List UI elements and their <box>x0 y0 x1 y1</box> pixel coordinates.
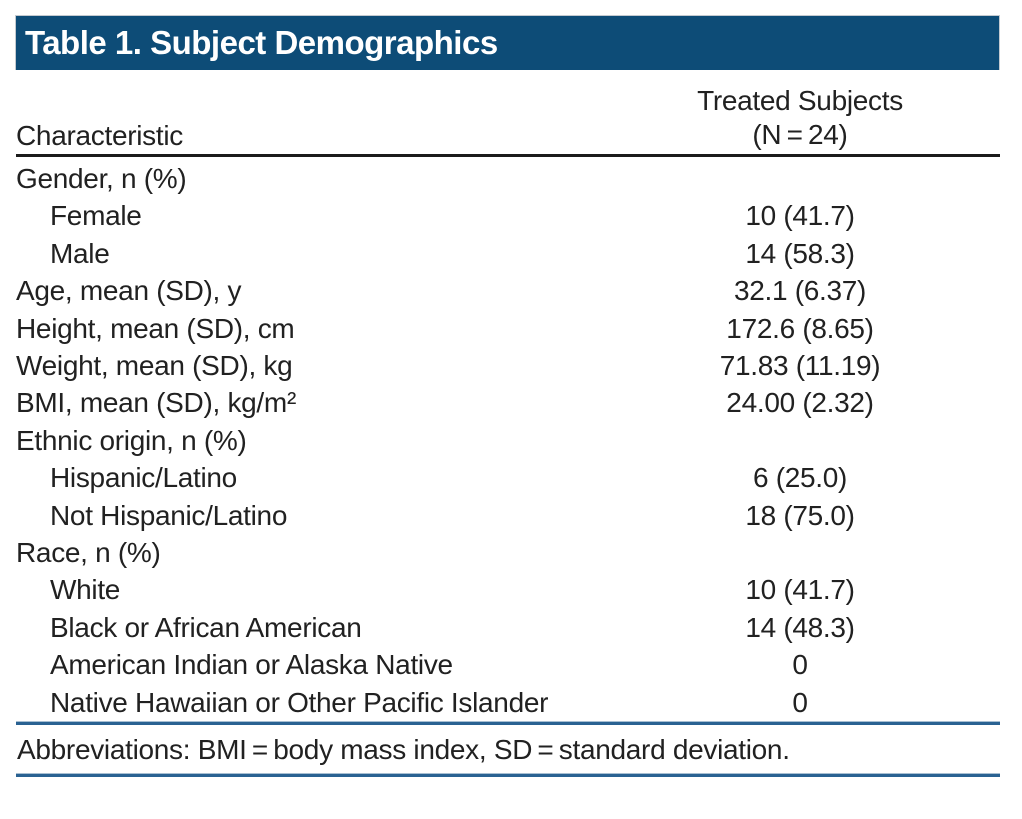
table-row: Age, mean (SD), y 32.1 (6.37) <box>16 272 1000 309</box>
row-value: 14 (58.3) <box>745 237 855 269</box>
footnote: Abbreviations: BMI = body mass index, SD… <box>17 734 790 766</box>
demographics-table: Characteristic Treated Subjects (N = 24)… <box>16 70 1000 721</box>
table-row: American Indian or Alaska Native 0 <box>16 646 1000 683</box>
table-row: Gender, n (%) <box>16 156 1000 198</box>
row-label: Weight, mean (SD), kg <box>16 350 293 382</box>
row-label: Race, n (%) <box>16 537 161 569</box>
row-value: 10 (41.7) <box>745 574 855 606</box>
row-label: Height, mean (SD), cm <box>16 312 295 344</box>
table-row: Ethnic origin, n (%) <box>16 422 1000 459</box>
row-label: Black or African American <box>50 611 362 643</box>
row-value: 0 <box>792 686 808 718</box>
table-row: BMI, mean (SD), kg/m² 24.00 (2.32) <box>16 384 1000 421</box>
row-label: Ethnic origin, n (%) <box>16 424 247 456</box>
row-label: Male <box>50 237 110 269</box>
table-row: White 10 (41.7) <box>16 571 1000 608</box>
page-root: Table 1. Subject Demographics Characteri… <box>0 15 1022 819</box>
row-value: 18 (75.0) <box>745 499 855 531</box>
column-header-group-line2: (N = 24) <box>752 119 848 150</box>
column-header-treated-subjects: Treated Subjects (N = 24) <box>600 70 1000 157</box>
row-label: American Indian or Alaska Native <box>50 649 453 681</box>
row-value: 6 (25.0) <box>752 462 848 494</box>
table-row: Hispanic/Latino 6 (25.0) <box>16 459 1000 496</box>
row-value <box>600 422 1000 459</box>
table-row: Male 14 (58.3) <box>16 235 1000 272</box>
row-label: Female <box>50 200 142 232</box>
row-label: White <box>50 574 121 606</box>
footnote-rule-top <box>16 721 1000 726</box>
row-label: BMI, mean (SD), kg/m² <box>16 387 296 419</box>
table-body: Gender, n (%) Female 10 (41.7) Male 14 (58.3… <box>16 156 1000 722</box>
row-value: 32.1 (6.37) <box>733 275 867 307</box>
table-header: Characteristic Treated Subjects (N = 24) <box>16 70 1000 157</box>
row-value <box>600 534 1000 571</box>
row-label: Native Hawaiian or Other Pacific Islande… <box>50 686 549 718</box>
table-row: Not Hispanic/Latino 18 (75.0) <box>16 497 1000 534</box>
column-header-group-line1: Treated Subjects <box>697 85 903 116</box>
column-header-characteristic: Characteristic <box>16 70 600 157</box>
table-content: Characteristic Treated Subjects (N = 24)… <box>16 70 1000 778</box>
row-label: Age, mean (SD), y <box>16 275 242 307</box>
table-row: Female 10 (41.7) <box>16 197 1000 234</box>
row-label: Gender, n (%) <box>16 163 187 194</box>
row-value: 71.83 (11.19) <box>719 350 881 382</box>
row-value: 24.00 (2.32) <box>726 387 874 419</box>
header-row: Characteristic Treated Subjects (N = 24) <box>16 70 1000 157</box>
table-row: Black or African American 14 (48.3) <box>16 609 1000 646</box>
row-value <box>600 156 1000 198</box>
row-value: 0 <box>792 649 808 681</box>
table-row: Height, mean (SD), cm 172.6 (8.65) <box>16 310 1000 347</box>
table-row: Race, n (%) <box>16 534 1000 571</box>
row-value: 14 (48.3) <box>745 611 855 643</box>
row-label: Not Hispanic/Latino <box>50 499 288 531</box>
table-row: Weight, mean (SD), kg 71.83 (11.19) <box>16 347 1000 384</box>
row-value: 10 (41.7) <box>745 200 855 232</box>
table-row: Native Hawaiian or Other Pacific Islande… <box>16 684 1000 721</box>
table-title: Table 1. Subject Demographics <box>25 24 498 61</box>
row-label: Hispanic/Latino <box>50 462 237 494</box>
footnote-rule-bottom <box>16 773 1000 778</box>
table-title-bar: Table 1. Subject Demographics <box>15 15 1000 70</box>
row-value: 172.6 (8.65) <box>726 312 874 344</box>
